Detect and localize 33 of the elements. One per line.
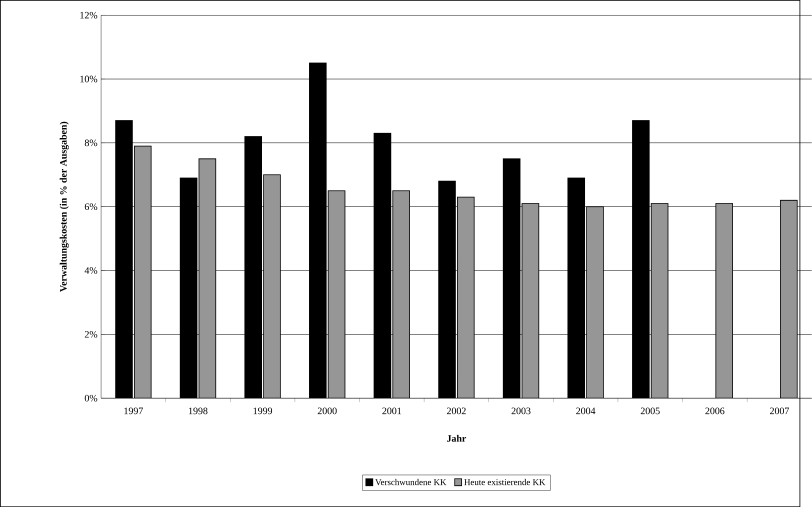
bar [650, 203, 668, 398]
bar [586, 206, 604, 398]
x-tick-label: 2005 [640, 408, 660, 414]
bar [263, 174, 281, 398]
bar [715, 203, 734, 398]
bar [328, 190, 346, 398]
y-tick-label: 8% [84, 139, 98, 146]
bar [780, 200, 798, 398]
y-tick-label: 10% [80, 76, 98, 82]
y-tick-label: 4% [84, 267, 98, 274]
legend-label: Verschwundene KK [375, 478, 446, 486]
bar [198, 158, 216, 398]
x-tick-label: 1997 [124, 408, 143, 414]
x-tick-label: 2000 [318, 408, 337, 414]
legend-label: Heute existierende KK [464, 478, 546, 486]
y-tick-label: 0% [84, 394, 98, 402]
x-axis-title: Jahr [446, 434, 466, 442]
x-tick-label: 1998 [188, 408, 208, 414]
x-tick-label: 1999 [254, 408, 272, 414]
x-tick-label: 2006 [705, 408, 724, 414]
y-axis-title: Verwaltungskosten (in % der Ausgaben) [60, 122, 69, 292]
x-tick-label: 2001 [382, 408, 402, 414]
y-tick-label: 2% [84, 330, 98, 338]
bar [134, 146, 152, 398]
x-tick-label: 2007 [770, 408, 790, 414]
bar [392, 190, 410, 398]
bar [457, 196, 475, 398]
bar [522, 203, 540, 398]
y-tick-label: 12% [80, 12, 98, 18]
x-tick-label: 2004 [576, 408, 596, 414]
x-tick-label: 2003 [512, 408, 531, 414]
x-tick-label: 2002 [446, 408, 466, 414]
y-tick-label: 6% [84, 203, 98, 210]
